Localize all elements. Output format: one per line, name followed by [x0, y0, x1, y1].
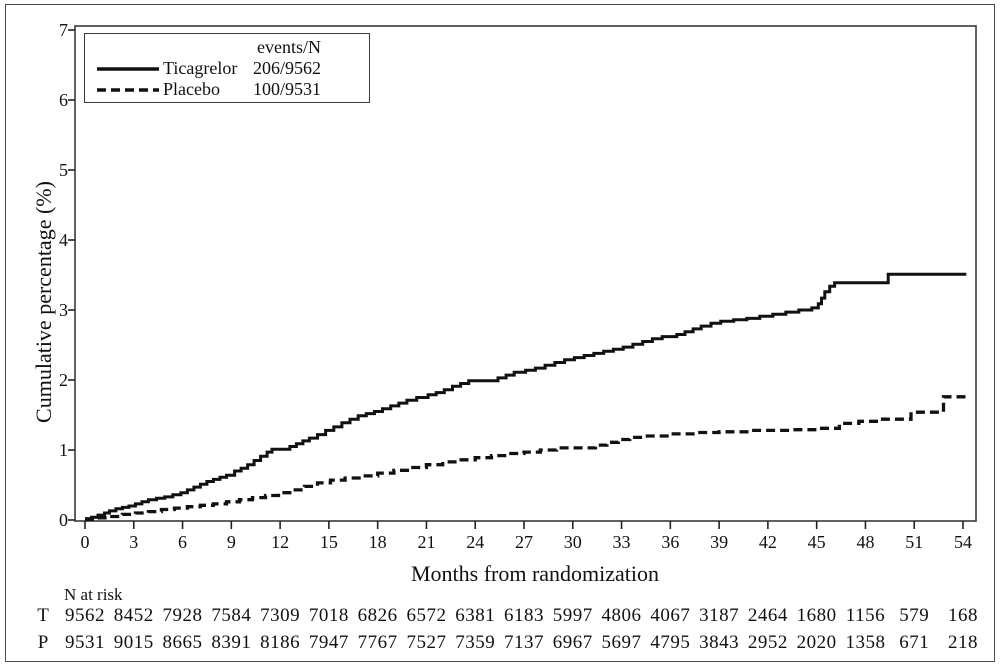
y-tick-label-1: 1: [59, 440, 68, 460]
risk-T-m3: 8452: [113, 605, 154, 626]
x-tick-label-12: 12: [271, 532, 290, 552]
x-tick-label-27: 27: [515, 532, 533, 552]
placebo-dashed-line-sample: [97, 79, 163, 100]
risk-T-m12: 7309: [260, 605, 301, 626]
risk-P-m33: 5697: [601, 632, 642, 653]
x-tick-label-3: 3: [129, 532, 139, 552]
risk-P-m12: 8186: [260, 632, 301, 653]
risk-P-m21: 7527: [406, 632, 447, 653]
x-axis-ticks: [84, 521, 964, 529]
risk-T-m45: 1680: [796, 605, 837, 626]
x-tick-label-24: 24: [466, 532, 485, 552]
y-tick-label-2: 2: [59, 370, 68, 390]
risk-P-m39: 3843: [699, 632, 740, 653]
x-tick-label-6: 6: [178, 532, 188, 552]
x-tick-label-33: 33: [612, 532, 631, 552]
risk-P-m42: 2952: [747, 632, 788, 653]
x-tick-label-48: 48: [856, 532, 875, 552]
risk-P-m0: 9531: [65, 632, 105, 653]
legend-label-ticagrelor: Ticagrelor: [163, 58, 238, 78]
legend-value-placebo: 100/9531: [252, 79, 321, 99]
risk-T-m0: 9562: [65, 605, 105, 626]
risk-T-m42: 2464: [747, 605, 788, 626]
y-axis-ticks: [68, 29, 76, 521]
y-axis-title: Cumulative percentage (%): [31, 181, 56, 423]
x-tick-label-21: 21: [417, 532, 436, 552]
risk-T-m9: 7584: [211, 605, 252, 626]
x-axis-title: Months from randomization: [410, 561, 660, 586]
placebo-curve: [85, 395, 967, 521]
risk-P-m6: 8665: [162, 632, 203, 653]
risk-T-m30: 5997: [552, 605, 593, 626]
risk-T-m21: 6572: [406, 605, 447, 626]
x-tick-label-54: 54: [954, 532, 972, 552]
y-tick-label-7: 7: [59, 20, 68, 40]
risk-T-m15: 7018: [308, 605, 349, 626]
risk-T-m6: 7928: [162, 605, 203, 626]
risk-P-m51: 671: [899, 632, 930, 653]
ticagrelor-curve: [85, 272, 967, 521]
legend-value-ticagrelor: 206/9562: [252, 58, 321, 78]
x-tick-label-39: 39: [710, 532, 729, 552]
x-tick-label-42: 42: [758, 532, 777, 552]
risk-T-m54: 168: [948, 605, 978, 626]
risk-P-m54: 218: [948, 632, 978, 653]
legend-box: events/N Ticagrelor 206/9562 Placebo 100…: [84, 33, 370, 103]
risk-T-m36: 4067: [650, 605, 691, 626]
x-tick-label-18: 18: [368, 532, 387, 552]
plot-frame: [74, 25, 977, 522]
x-tick-label-45: 45: [807, 532, 826, 552]
y-tick-label-4: 4: [59, 230, 68, 250]
risk-table-title: N at risk: [64, 585, 123, 604]
risk-P-m27: 7137: [504, 632, 544, 653]
x-tick-label-51: 51: [905, 532, 924, 552]
risk-P-m48: 1358: [845, 632, 886, 653]
x-tick-label-9: 9: [226, 532, 236, 552]
risk-T-m51: 579: [899, 605, 930, 626]
y-tick-label-3: 3: [59, 300, 68, 320]
legend-label-placebo: Placebo: [163, 79, 220, 99]
x-tick-label-0: 0: [80, 532, 90, 552]
risk-T-m24: 6381: [455, 605, 496, 626]
ticagrelor-solid-line-sample: [97, 58, 163, 79]
risk-P-m15: 7947: [308, 632, 349, 653]
y-tick-label-5: 5: [59, 160, 68, 180]
risk-P-m3: 9015: [113, 632, 154, 653]
risk-P-m45: 2020: [796, 632, 837, 653]
survival-curves: [85, 272, 967, 521]
risk-P-m36: 4795: [650, 632, 691, 653]
y-tick-label-6: 6: [59, 90, 68, 110]
x-tick-label-30: 30: [563, 532, 582, 552]
risk-P-m30: 6967: [552, 632, 593, 653]
x-tick-label-15: 15: [319, 532, 338, 552]
risk-row-label-P: P: [37, 632, 49, 653]
risk-P-m24: 7359: [455, 632, 496, 653]
legend-header-events-n: events/N: [257, 37, 321, 57]
risk-T-m33: 4806: [601, 605, 642, 626]
risk-T-m18: 6826: [357, 605, 398, 626]
y-tick-label-0: 0: [59, 510, 68, 530]
risk-P-m18: 7767: [357, 632, 398, 653]
risk-T-m27: 6183: [504, 605, 544, 626]
risk-T-m39: 3187: [699, 605, 740, 626]
risk-T-m48: 1156: [845, 605, 886, 626]
x-tick-label-36: 36: [661, 532, 680, 552]
risk-row-label-T: T: [37, 605, 49, 626]
risk-P-m9: 8391: [211, 632, 252, 653]
